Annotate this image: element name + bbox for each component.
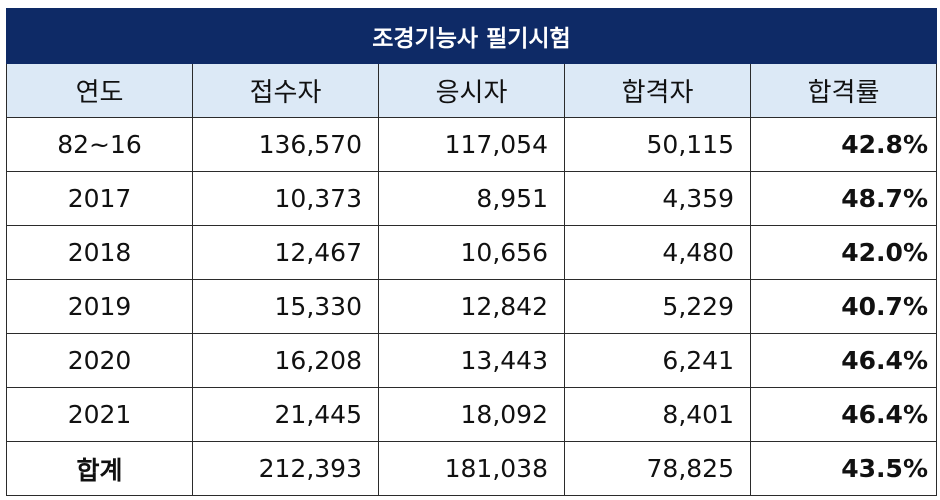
- cell-applicants: 136,570: [192, 117, 379, 172]
- cell-year: 2018: [6, 225, 193, 280]
- cell-examinees: 18,092: [378, 387, 565, 442]
- cell-applicants: 10,373: [192, 171, 379, 226]
- table-row: 2017 10,373 8,951 4,359 48.7%: [6, 171, 937, 226]
- cell-examinees: 181,038: [378, 441, 565, 496]
- cell-applicants: 16,208: [192, 333, 379, 388]
- cell-examinees: 13,443: [378, 333, 565, 388]
- table-row: 2020 16,208 13,443 6,241 46.4%: [6, 333, 937, 388]
- cell-passed: 4,480: [564, 225, 751, 280]
- cell-passed: 8,401: [564, 387, 751, 442]
- title-row: 조경기능사 필기시험: [6, 8, 937, 64]
- header-passed: 합격자: [564, 63, 751, 118]
- exam-stats-table-container: 조경기능사 필기시험 연도 접수자 응시자 합격자 합격률 82~16 136,…: [6, 8, 937, 496]
- cell-year: 2020: [6, 333, 193, 388]
- table-row: 2019 15,330 12,842 5,229 40.7%: [6, 279, 937, 334]
- cell-pass-rate: 46.4%: [750, 333, 937, 388]
- cell-year: 2017: [6, 171, 193, 226]
- cell-examinees: 12,842: [378, 279, 565, 334]
- cell-applicants: 212,393: [192, 441, 379, 496]
- cell-applicants: 15,330: [192, 279, 379, 334]
- cell-applicants: 21,445: [192, 387, 379, 442]
- cell-pass-rate: 48.7%: [750, 171, 937, 226]
- table-title: 조경기능사 필기시험: [6, 8, 937, 64]
- header-year: 연도: [6, 63, 193, 118]
- cell-year: 82~16: [6, 117, 193, 172]
- cell-passed: 5,229: [564, 279, 751, 334]
- cell-passed: 6,241: [564, 333, 751, 388]
- cell-applicants: 12,467: [192, 225, 379, 280]
- cell-pass-rate: 40.7%: [750, 279, 937, 334]
- total-row: 합계 212,393 181,038 78,825 43.5%: [6, 441, 937, 496]
- cell-total-label: 합계: [6, 441, 193, 496]
- table-row: 2018 12,467 10,656 4,480 42.0%: [6, 225, 937, 280]
- cell-examinees: 117,054: [378, 117, 565, 172]
- header-row: 연도 접수자 응시자 합격자 합격률: [6, 63, 937, 118]
- cell-pass-rate: 42.0%: [750, 225, 937, 280]
- table-row: 82~16 136,570 117,054 50,115 42.8%: [6, 117, 937, 172]
- cell-examinees: 8,951: [378, 171, 565, 226]
- header-pass-rate: 합격률: [750, 63, 937, 118]
- cell-pass-rate: 42.8%: [750, 117, 937, 172]
- cell-passed: 78,825: [564, 441, 751, 496]
- cell-passed: 50,115: [564, 117, 751, 172]
- cell-pass-rate: 43.5%: [750, 441, 937, 496]
- cell-examinees: 10,656: [378, 225, 565, 280]
- cell-pass-rate: 46.4%: [750, 387, 937, 442]
- cell-passed: 4,359: [564, 171, 751, 226]
- exam-stats-table: 조경기능사 필기시험 연도 접수자 응시자 합격자 합격률 82~16 136,…: [6, 8, 937, 496]
- table-row: 2021 21,445 18,092 8,401 46.4%: [6, 387, 937, 442]
- header-applicants: 접수자: [192, 63, 379, 118]
- cell-year: 2019: [6, 279, 193, 334]
- header-examinees: 응시자: [378, 63, 565, 118]
- cell-year: 2021: [6, 387, 193, 442]
